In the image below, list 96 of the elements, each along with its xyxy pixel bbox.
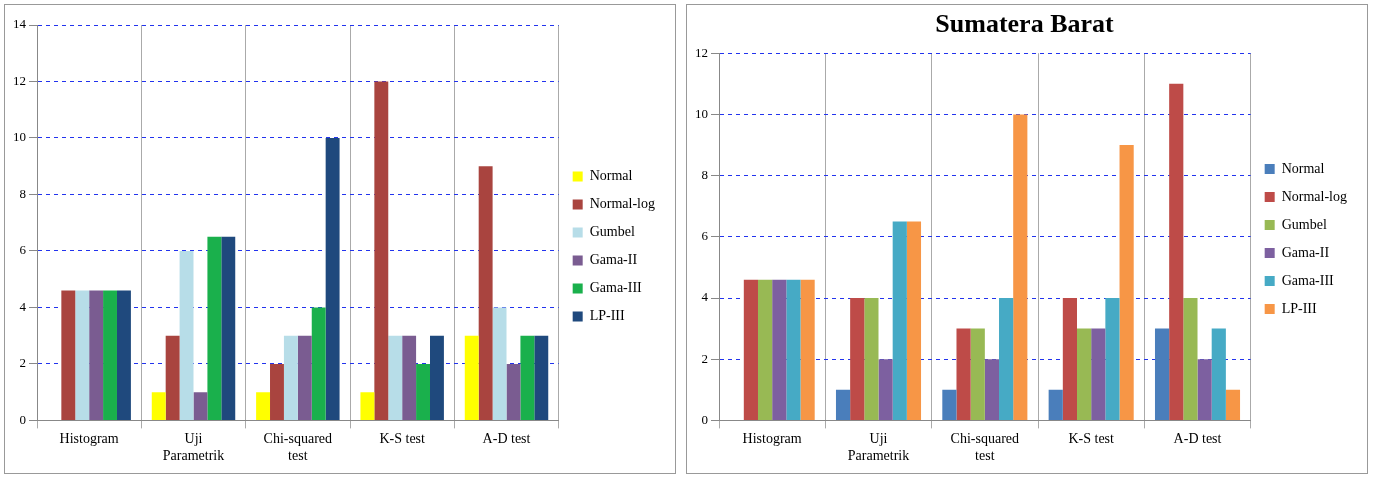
bar — [970, 328, 985, 420]
bar — [1091, 328, 1106, 420]
bar — [864, 298, 879, 420]
bar — [786, 279, 801, 420]
bar — [374, 81, 389, 420]
y-tick-label: 4 — [19, 298, 27, 314]
y-tick-label: 0 — [701, 411, 708, 427]
bar — [1211, 328, 1226, 420]
bar — [1105, 298, 1120, 420]
bar — [478, 166, 493, 420]
x-tick-label: Chi-squared test — [950, 431, 1020, 464]
bar — [256, 392, 271, 420]
bar — [103, 290, 117, 420]
y-tick-label: 8 — [19, 185, 26, 201]
legend-label: Normal-log — [1281, 188, 1348, 204]
bar — [193, 392, 208, 420]
legend-label: Gama-II — [1281, 244, 1330, 260]
bar — [1154, 328, 1170, 420]
x-tick-label: A-D test — [1173, 431, 1222, 447]
legend-label: LP-III — [589, 308, 626, 324]
bar — [61, 290, 76, 420]
bar — [506, 363, 521, 420]
bar — [89, 290, 104, 420]
bar — [151, 392, 166, 420]
bar — [325, 137, 340, 420]
bar — [402, 335, 417, 420]
bar — [772, 279, 787, 420]
bar — [416, 363, 430, 420]
y-tick-label: 2 — [701, 350, 708, 366]
x-tick-label: K-S test — [379, 431, 426, 447]
bar — [430, 335, 444, 420]
y-tick-label: 4 — [701, 289, 709, 305]
bar — [1197, 359, 1212, 420]
bar — [207, 236, 222, 420]
y-tick-label: 10 — [695, 105, 708, 121]
x-tick-label: Histogram — [59, 431, 119, 447]
bar — [999, 298, 1014, 420]
bar — [956, 328, 971, 420]
bar — [360, 392, 375, 420]
bar — [743, 279, 758, 420]
legend-label: Normal — [1281, 160, 1325, 176]
bar — [116, 290, 131, 420]
bar — [165, 335, 180, 420]
y-tick-label: 14 — [13, 16, 27, 32]
y-tick-label: 0 — [19, 411, 26, 427]
legend-label: Gumbel — [1281, 216, 1327, 232]
legend-label: LP-III — [1281, 300, 1318, 316]
bar — [388, 335, 403, 420]
x-tick-label: Histogram — [742, 431, 802, 447]
x-tick-label: Chi-squared test — [263, 431, 333, 464]
y-tick-label: 6 — [701, 228, 709, 244]
legend-label: Gumbel — [589, 224, 635, 240]
y-tick-label: 6 — [19, 242, 27, 258]
bar — [464, 335, 479, 420]
y-tick-label: 8 — [701, 167, 708, 183]
bar — [1169, 83, 1184, 420]
bar — [283, 335, 298, 420]
chart-title: Sumatera Barat — [935, 9, 1115, 39]
bar — [757, 279, 773, 420]
y-tick-label: 2 — [19, 355, 26, 371]
bar — [1225, 389, 1241, 420]
bar — [906, 221, 922, 420]
legend-label: Normal — [589, 168, 633, 184]
x-tick-label: Uji Parametrik — [162, 431, 225, 464]
legend-label: Gama-III — [589, 280, 643, 296]
bar — [1183, 298, 1198, 420]
bar — [520, 335, 535, 420]
x-tick-label: Uji Parametrik — [847, 431, 910, 464]
bar — [1077, 328, 1092, 420]
legend-label: Normal-log — [589, 196, 656, 212]
bar — [1048, 389, 1063, 420]
y-tick-label: 12 — [695, 44, 708, 60]
y-tick-label: 10 — [13, 129, 26, 145]
x-tick-label: A-D test — [482, 431, 531, 447]
y-tick-label: 12 — [13, 72, 26, 88]
legend-label: Gama-III — [1281, 272, 1335, 288]
bar — [1062, 298, 1077, 420]
bar — [942, 389, 957, 420]
bar — [534, 335, 549, 420]
x-tick-label: K-S test — [1068, 431, 1115, 447]
bar — [492, 307, 507, 420]
bar — [179, 250, 194, 420]
bar — [850, 298, 865, 420]
bar — [221, 236, 236, 420]
bar — [1013, 114, 1028, 420]
bar — [892, 221, 907, 420]
bar — [75, 290, 90, 420]
bar — [1119, 145, 1134, 420]
bar — [311, 307, 326, 420]
bar — [835, 389, 851, 420]
legend-label: Gama-II — [589, 252, 638, 268]
bar — [297, 335, 312, 420]
bar — [878, 359, 893, 420]
bar — [800, 279, 815, 420]
bar — [270, 363, 284, 420]
bar — [984, 359, 1000, 420]
